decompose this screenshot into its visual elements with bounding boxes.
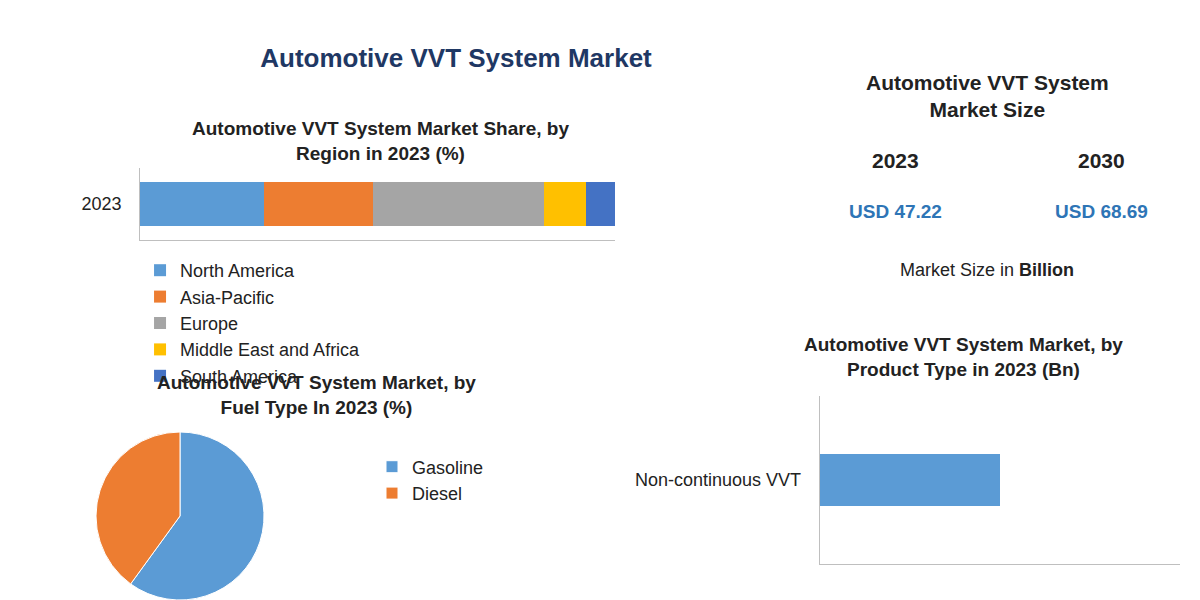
svg-text:Asia-Pacific: Asia-Pacific bbox=[180, 288, 274, 308]
svg-text:Automotive VVT System Market,: Automotive VVT System Market, byFuel Typ… bbox=[157, 372, 476, 418]
svg-text:2030: 2030 bbox=[1078, 149, 1125, 172]
svg-text:Market Size in Billion: Market Size in Billion bbox=[900, 260, 1074, 280]
svg-text:Europe: Europe bbox=[180, 314, 238, 334]
svg-text:Middle East and Africa: Middle East and Africa bbox=[180, 340, 360, 360]
svg-text:North America: North America bbox=[180, 261, 295, 281]
svg-text:Automotive VVT System Market S: Automotive VVT System Market Share, byRe… bbox=[192, 118, 569, 164]
svg-text:Diesel: Diesel bbox=[412, 484, 462, 504]
svg-text:Automotive VVT System Market,: Automotive VVT System Market, byProduct … bbox=[804, 334, 1123, 380]
svg-text:USD 68.69: USD 68.69 bbox=[1055, 201, 1148, 222]
svg-text:Automotive VVT System Market: Automotive VVT System Market bbox=[260, 43, 652, 73]
svg-text:Gasoline: Gasoline bbox=[412, 458, 483, 478]
svg-text:USD 47.22: USD 47.22 bbox=[849, 201, 942, 222]
svg-text:2023: 2023 bbox=[872, 149, 919, 172]
svg-text:2023: 2023 bbox=[81, 194, 121, 214]
svg-text:Non-continuous VVT: Non-continuous VVT bbox=[635, 470, 801, 490]
svg-text:Automotive VVT SystemMarket Si: Automotive VVT SystemMarket Size bbox=[866, 71, 1109, 121]
svg-text:South America: South America bbox=[180, 367, 298, 387]
